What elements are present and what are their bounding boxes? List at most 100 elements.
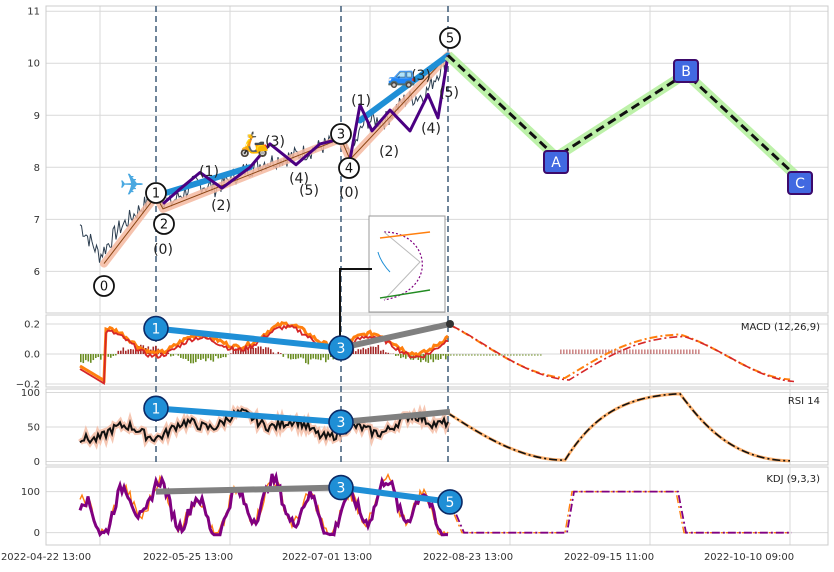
scooter-icon: 🛵 [239, 130, 269, 158]
sub-wave-label: (0) [153, 242, 173, 258]
macd-histogram-bar [528, 354, 530, 356]
macd-histogram-bar [270, 349, 272, 354]
macd-histogram-bar [365, 349, 367, 354]
macd-histogram-bar [474, 354, 476, 356]
macd-histogram-bar [563, 350, 565, 355]
macd-histogram-bar [653, 350, 655, 355]
macd-histogram-bar [599, 350, 601, 355]
macd-histogram-bar [537, 354, 539, 356]
macd-histogram-bar [128, 350, 130, 354]
macd-histogram-bar [596, 350, 598, 355]
car-icon: 🚙 [387, 61, 417, 89]
macd-histogram-bar [110, 354, 112, 358]
macd-histogram-bar [205, 354, 207, 361]
macd-histogram-bar [695, 350, 697, 355]
macd-histogram-bar [480, 354, 482, 356]
macd-histogram-bar [438, 354, 440, 360]
y-tick-label: 0.2 [24, 320, 40, 331]
macd-histogram-bar [93, 354, 95, 360]
macd-histogram-bar [617, 350, 619, 355]
macd-histogram-bar [632, 350, 634, 355]
macd-histogram-bar [504, 354, 506, 356]
macd-histogram-bar [180, 354, 182, 358]
y-tick-label: 0 [34, 457, 40, 468]
macd-histogram-bar [203, 354, 205, 359]
macd-histogram-bar [593, 350, 595, 355]
indicator-label: MACD (12,26,9) [741, 322, 820, 333]
macd-histogram-bar [268, 347, 270, 354]
macd-histogram-bar [278, 352, 280, 354]
kdj-k-forecast [450, 492, 792, 533]
macd-histogram-bar [647, 350, 649, 355]
indicator-label: KDJ (9,3,3) [766, 474, 820, 485]
sub-wave-label: (5) [439, 85, 459, 101]
macd-histogram-bar [263, 349, 265, 354]
macd-histogram-bar [674, 350, 676, 355]
wave-label-1: 1 [152, 187, 160, 202]
sub-wave-label: (2) [211, 198, 231, 214]
y-tick-label: 9 [34, 111, 40, 122]
macd-histogram-bar [90, 354, 92, 363]
macd-histogram-bar [213, 354, 215, 362]
macd-histogram-bar [668, 350, 670, 355]
macd-histogram-bar [575, 350, 577, 355]
y-tick-label: 7 [34, 215, 40, 226]
macd-histogram-bar [456, 354, 458, 356]
macd-histogram-bar [363, 348, 365, 354]
macd-histogram-bar [395, 354, 397, 356]
indicator-label: RSI 14 [788, 396, 820, 407]
macd-histogram-bar [566, 350, 568, 355]
sub-wave-label: (1) [199, 164, 219, 180]
macd-histogram-bar [644, 350, 646, 355]
macd-marker-3: 3 [337, 341, 346, 357]
macd-histogram-bar [280, 353, 282, 354]
macd-histogram-bar [513, 354, 515, 356]
macd-histogram-bar [360, 349, 362, 354]
macd-histogram-bar [590, 350, 592, 355]
y-tick-label: 11 [27, 7, 40, 18]
macd-histogram-bar [665, 350, 667, 355]
macd-histogram-bar [440, 354, 442, 359]
inset-connector [340, 269, 372, 336]
macd-histogram-bar [315, 354, 317, 359]
macd-histogram-bar [215, 354, 217, 356]
macd-histogram-bar [516, 354, 518, 356]
x-tick-label: 2022-05-25 13:00 [143, 552, 233, 563]
kdj-d-forecast [448, 492, 790, 533]
macd-histogram-bar [525, 354, 527, 356]
macd-histogram-bar [258, 346, 260, 354]
macd-histogram-bar [123, 347, 125, 354]
sub-wave-label: (5) [299, 183, 319, 199]
macd-histogram-bar [495, 354, 497, 356]
macd-histogram-bar [560, 350, 562, 355]
wave-label-3: 3 [337, 128, 345, 143]
wave-label-5: 5 [446, 32, 454, 47]
macd-histogram-bar [230, 353, 232, 354]
sub-wave-label: (2) [379, 144, 399, 160]
wave-label-0: 0 [100, 280, 108, 295]
y-tick-label: 100 [21, 487, 40, 498]
macd-histogram-bar [572, 350, 574, 355]
macd-histogram-bar [420, 354, 422, 362]
macd-histogram-bar [208, 354, 210, 358]
macd-histogram-bar [293, 354, 295, 359]
macd-histogram-bar [178, 354, 180, 356]
macd-histogram-bar [584, 350, 586, 355]
macd-histogram-bar [223, 354, 225, 357]
macd-histogram-bar [507, 354, 509, 356]
macd-histogram-bar [501, 354, 503, 356]
macd-histogram-bar [483, 354, 485, 356]
macd-histogram-bar [283, 354, 285, 357]
macd-histogram-bar [531, 354, 533, 356]
x-tick-label: 2022-09-15 11:00 [564, 552, 654, 563]
macd-histogram-bar [450, 354, 452, 356]
macd-histogram-bar [260, 346, 262, 354]
macd-histogram-bar [100, 354, 102, 360]
macd-histogram-bar [380, 351, 382, 354]
macd-histogram-bar [641, 350, 643, 355]
macd-histogram-bar [188, 354, 190, 361]
macd-histogram-bar [602, 350, 604, 355]
x-tick-label: 2022-04-22 13:00 [1, 552, 91, 563]
